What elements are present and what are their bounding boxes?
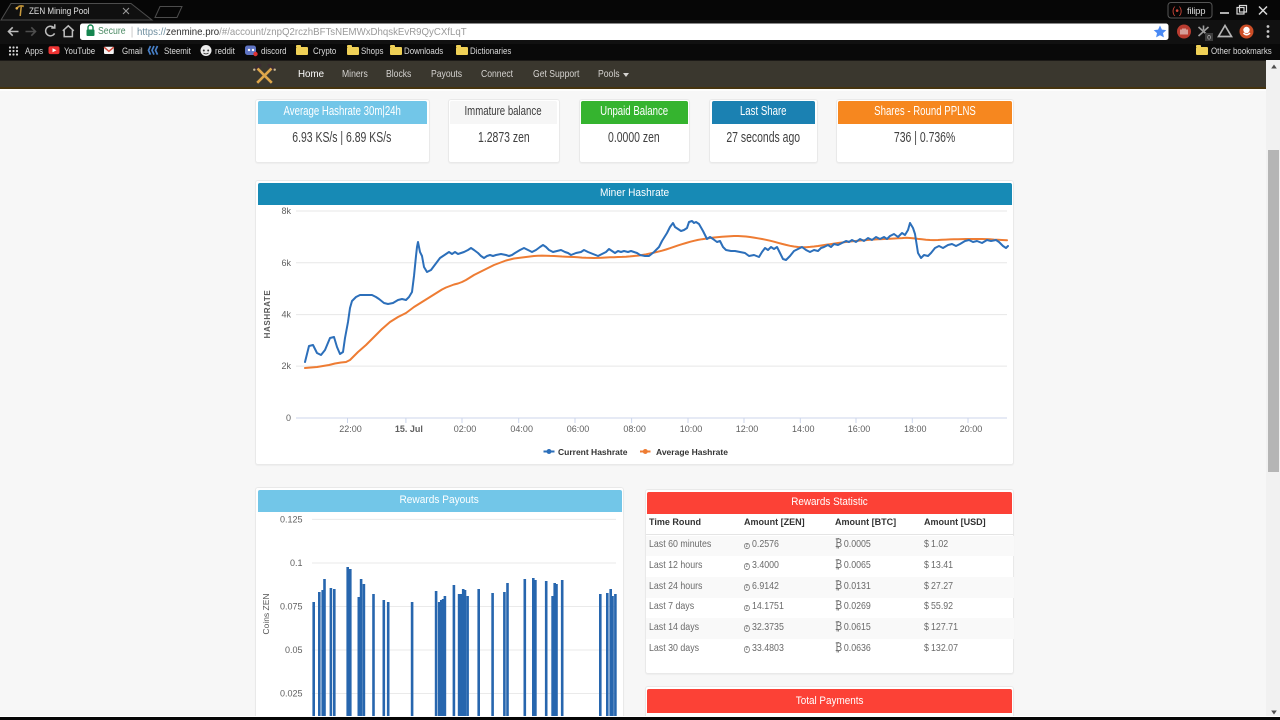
svg-text:(•): (•): [1172, 6, 1182, 17]
svg-text:08:00: 08:00: [623, 424, 646, 434]
svg-text:20:00: 20:00: [960, 424, 983, 434]
svg-text:4k: 4k: [281, 310, 291, 320]
svg-text:0.125: 0.125: [280, 514, 303, 524]
svg-text:8k: 8k: [281, 206, 291, 216]
svg-text:10:00: 10:00: [680, 424, 703, 434]
svg-text:0: 0: [286, 413, 291, 423]
svg-text:0.025: 0.025: [280, 689, 303, 699]
svg-text:6k: 6k: [281, 258, 291, 268]
svg-text:0: 0: [1207, 35, 1211, 42]
svg-text:filipp: filipp: [1187, 6, 1205, 17]
svg-text:06:00: 06:00: [567, 424, 590, 434]
svg-text:12:00: 12:00: [736, 424, 759, 434]
svg-text:0.05: 0.05: [285, 645, 303, 655]
svg-text:22:00: 22:00: [339, 424, 362, 434]
svg-text:14:00: 14:00: [792, 424, 815, 434]
svg-text:Coins ZEN: Coins ZEN: [261, 593, 271, 634]
svg-text:16:00: 16:00: [848, 424, 871, 434]
svg-text:0.075: 0.075: [280, 602, 303, 612]
svg-text:HASHRATE: HASHRATE: [263, 290, 272, 339]
svg-text:04:00: 04:00: [510, 424, 533, 434]
svg-text:18:00: 18:00: [904, 424, 927, 434]
svg-text:2k: 2k: [281, 361, 291, 371]
svg-text:0.1: 0.1: [290, 558, 303, 568]
svg-text:02:00: 02:00: [454, 424, 477, 434]
svg-text:15. Jul: 15. Jul: [395, 424, 423, 434]
